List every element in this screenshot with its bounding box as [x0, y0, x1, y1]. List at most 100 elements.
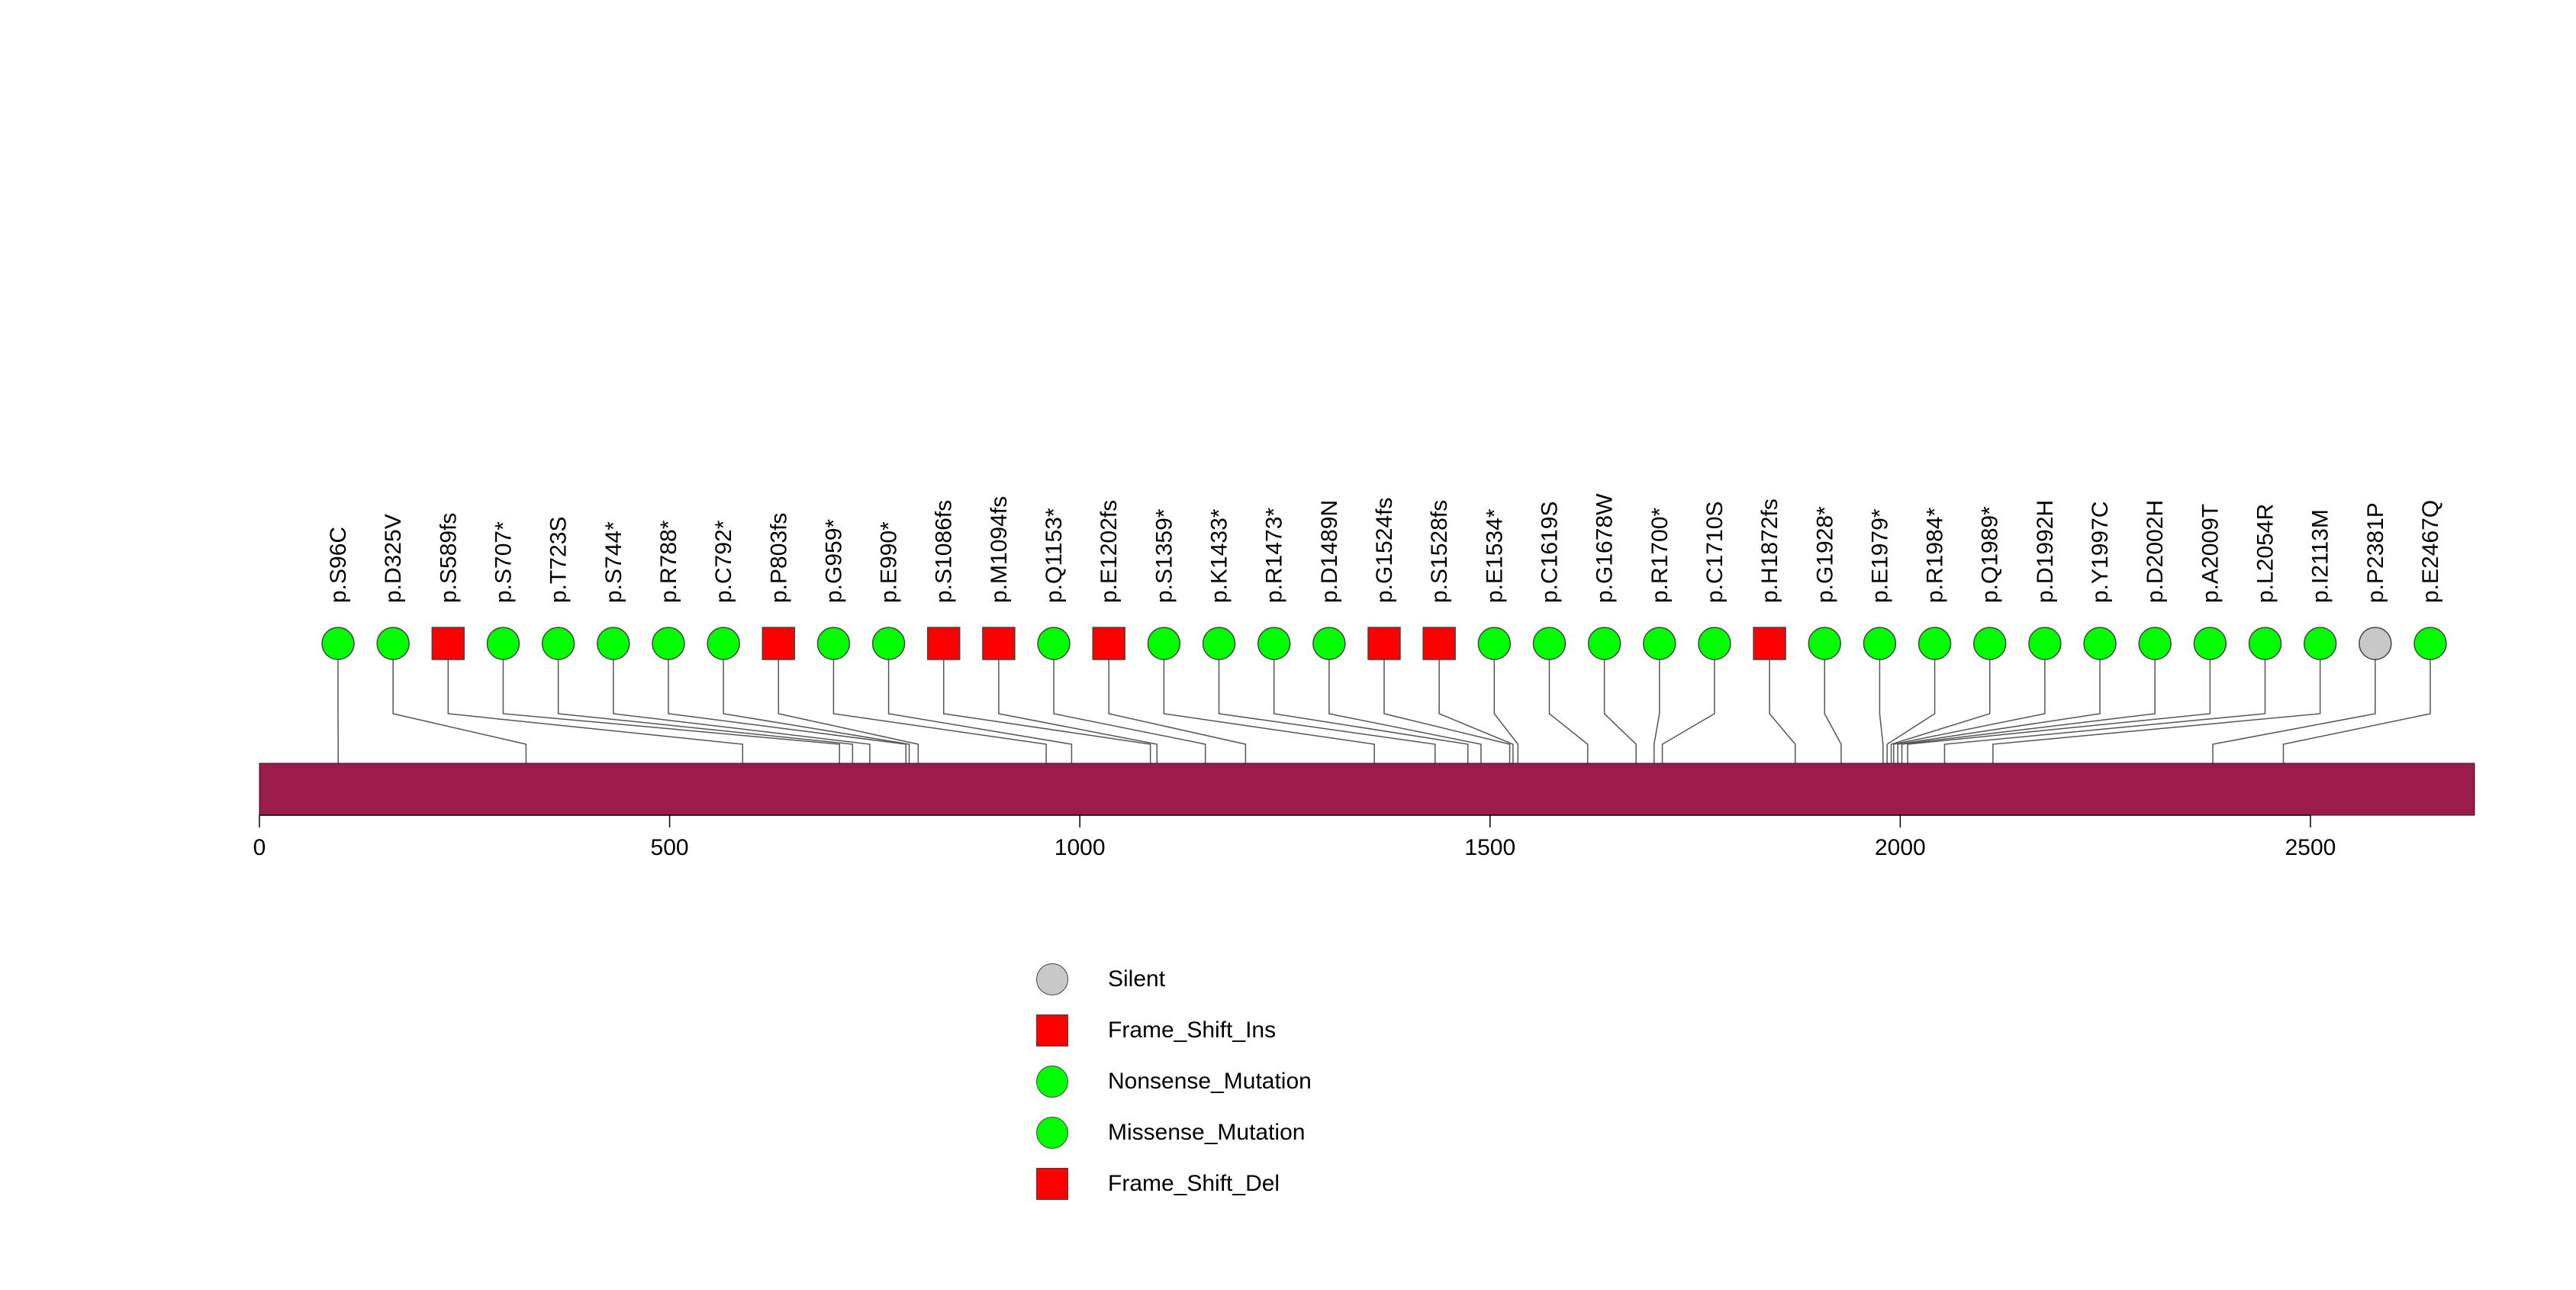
- mutation-p-s1086fs-label: p.S1086fs: [932, 500, 957, 603]
- mutation-p-e1534-marker: [1477, 627, 1512, 660]
- mutation-p-s96c-label: p.S96C: [326, 527, 351, 603]
- mutation-p-e1534-label: p.E1534*: [1482, 508, 1507, 603]
- mutation-p-g1928-label: p.G1928*: [1812, 506, 1837, 603]
- legend-label-frame-shift-del: Frame_Shift_Del: [1108, 1171, 1280, 1196]
- mutation-p-d1992h-label: p.D1992H: [2033, 500, 2058, 603]
- mutation-p-k1433-label: p.K1433*: [1207, 508, 1232, 603]
- mutation-p-s1359-label: p.S1359*: [1151, 508, 1177, 603]
- mutation-p-p2381p-label: p.P2381P: [2363, 502, 2388, 603]
- mutation-p-y1997c-label: p.Y1997C: [2088, 501, 2113, 603]
- x-tick-label: 1500: [1464, 835, 1515, 860]
- mutation-p-s1359-marker: [1147, 627, 1181, 660]
- mutation-p-d325v-label: p.D325V: [381, 514, 406, 603]
- mutation-p-m1094fs-label: p.M1094fs: [987, 496, 1012, 603]
- mutation-p-d325v-marker: [376, 627, 410, 660]
- mutation-p-s589fs-label: p.S589fs: [436, 513, 461, 603]
- x-tick-label: 2000: [1875, 835, 1926, 860]
- mutation-p-s744-label: p.S744*: [601, 521, 626, 603]
- legend-swatch-frame-shift-del: [1036, 1168, 1068, 1200]
- mutation-p-t723s-label: p.T723S: [546, 517, 572, 603]
- x-tick-label: 2500: [2285, 835, 2336, 860]
- mutation-p-y1997c-marker: [2083, 627, 2117, 660]
- mutation-p-r1473-marker: [1257, 627, 1291, 660]
- mutation-p-a2009t-label: p.A2009T: [2198, 504, 2223, 603]
- mutation-p-h1872fs-marker: [1753, 627, 1786, 660]
- mutation-markers: [321, 627, 2447, 660]
- mutation-p-e2467q-label: p.E2467Q: [2418, 500, 2443, 603]
- mutation-p-r788-marker: [652, 627, 685, 660]
- mutation-p-m1094fs-marker: [982, 627, 1016, 660]
- mutation-p-l2054r-marker: [2248, 627, 2282, 660]
- mutation-p-q1989-marker: [1972, 627, 2007, 660]
- mutation-p-e2467q-marker: [2413, 627, 2447, 660]
- mutation-p-l2054r-label: p.L2054R: [2253, 504, 2278, 603]
- mutation-p-e1979-marker: [1863, 627, 1897, 660]
- mutation-p-p803fs-marker: [762, 627, 796, 660]
- mutation-p-p2381p-marker: [2359, 627, 2392, 660]
- mutation-p-g1678w-label: p.G1678W: [1592, 493, 1618, 603]
- mutation-p-k1433-marker: [1202, 627, 1236, 660]
- x-tick-label: 0: [253, 835, 266, 860]
- mutation-p-e990-marker: [871, 627, 906, 660]
- mutation-p-c1710s-marker: [1698, 627, 1731, 660]
- mutation-p-p803fs-label: p.P803fs: [766, 513, 791, 603]
- mutation-p-e1979-label: p.E1979*: [1867, 508, 1892, 603]
- mutation-p-c1619s-label: p.C1619S: [1537, 501, 1562, 603]
- mutation-p-i2113m-marker: [2303, 627, 2337, 660]
- mutation-p-d1489n-marker: [1312, 627, 1346, 660]
- mutation-p-g1524fs-marker: [1367, 627, 1401, 660]
- mutation-p-s707-marker: [486, 627, 520, 660]
- x-axis: 0 500 1000 1500 2000 2500: [253, 814, 2336, 860]
- mutation-p-s96c-marker: [321, 627, 355, 660]
- x-tick-label: 500: [651, 835, 689, 860]
- mutation-p-s1086fs-marker: [926, 627, 961, 660]
- protein-bar-group: [259, 763, 2475, 816]
- mutation-p-q1153-label: p.Q1153*: [1042, 508, 1067, 603]
- legend-swatch-frame-shift-ins: [1036, 1014, 1068, 1047]
- mutation-p-r1700-label: p.R1700*: [1647, 508, 1673, 603]
- mutation-p-g959-marker: [816, 627, 851, 660]
- mutation-p-e990-label: p.E990*: [877, 521, 902, 603]
- mutation-p-c1619s-marker: [1532, 627, 1567, 660]
- mutation-p-g959-label: p.G959*: [821, 519, 846, 603]
- mutation-p-r1984-marker: [1918, 627, 1952, 660]
- mutation-p-s1528fs-marker: [1422, 627, 1456, 660]
- mutation-p-q1153-marker: [1037, 627, 1071, 660]
- mutation-p-d2002h-label: p.D2002H: [2143, 500, 2168, 603]
- x-tick-label: 1000: [1055, 835, 1106, 860]
- mutation-p-g1928-marker: [1808, 627, 1842, 660]
- legend-label-nonsense-mutation: Nonsense_Mutation: [1108, 1069, 1312, 1094]
- mutation-p-s589fs-marker: [431, 627, 465, 660]
- mutation-p-r788-label: p.R788*: [656, 520, 681, 603]
- legend-swatch-silent: [1036, 963, 1068, 995]
- mutation-p-c1710s-label: p.C1710S: [1702, 501, 1728, 603]
- mutation-p-r1984-label: p.R1984*: [1923, 508, 1948, 603]
- mutation-p-g1678w-marker: [1587, 627, 1621, 660]
- mutation-p-g1524fs-label: p.G1524fs: [1372, 498, 1397, 603]
- mutation-p-a2009t-marker: [2193, 627, 2227, 660]
- mutation-p-d2002h-marker: [2138, 627, 2172, 660]
- legend-label-missense-mutation: Missense_Mutation: [1108, 1120, 1306, 1145]
- mutation-p-s1528fs-label: p.S1528fs: [1427, 500, 1452, 603]
- mutation-p-s707-label: p.S707*: [491, 521, 516, 603]
- mutation-p-c792-marker: [707, 627, 740, 660]
- mutation-p-e1202fs-label: p.E1202fs: [1096, 500, 1122, 603]
- mutation-p-d1992h-marker: [2028, 627, 2062, 660]
- mutation-p-q1989-label: p.Q1989*: [1978, 506, 2003, 603]
- mutation-p-h1872fs-label: p.H1872fs: [1757, 498, 1782, 603]
- legend-swatch-missense-mutation: [1036, 1117, 1068, 1149]
- mutation-p-r1700-marker: [1643, 627, 1676, 660]
- mutation-p-c792-label: p.C792*: [711, 520, 736, 603]
- legend-label-silent: Silent: [1108, 966, 1166, 992]
- mutation-p-d1489n-label: p.D1489N: [1317, 500, 1342, 603]
- mutation-p-i2113m-label: p.I2113M: [2308, 509, 2333, 603]
- mutation-p-s744-marker: [597, 627, 630, 660]
- mutation-labels: p.S96C p.D325V p.S589fs p.S707* p.T723S p.S74…: [326, 493, 2443, 603]
- legend-swatch-nonsense-mutation: [1036, 1066, 1068, 1098]
- protein-bar: [259, 763, 2475, 816]
- mutation-p-r1473-label: p.R1473*: [1262, 508, 1287, 603]
- legend-label-frame-shift-ins: Frame_Shift_Ins: [1108, 1017, 1277, 1043]
- mutation-p-t723s-marker: [541, 627, 575, 660]
- mutation-p-e1202fs-marker: [1092, 627, 1125, 660]
